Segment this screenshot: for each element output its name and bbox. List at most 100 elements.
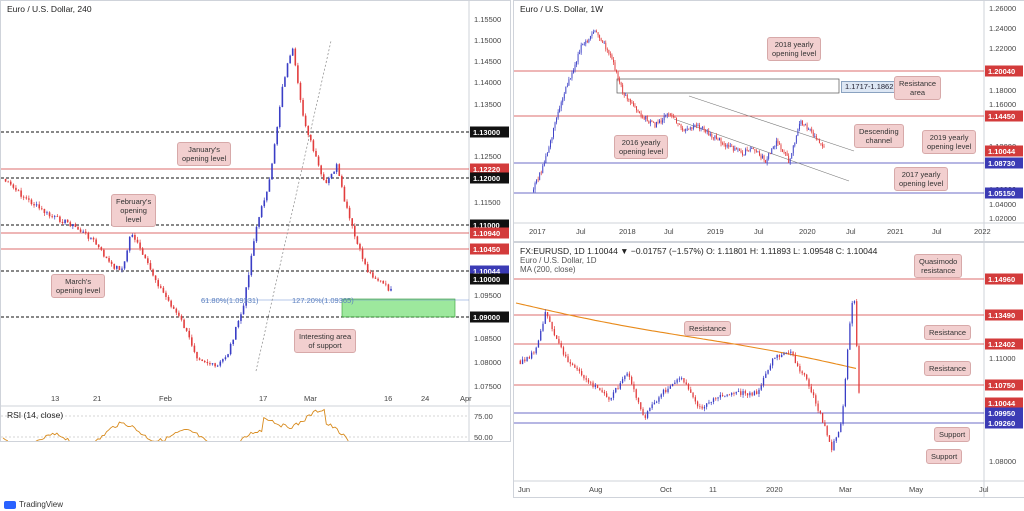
tr-candle xyxy=(800,120,802,124)
tr-candle xyxy=(715,135,717,140)
tl-candle xyxy=(245,287,247,306)
tr-candle xyxy=(720,138,722,144)
br-candle xyxy=(831,441,833,451)
price-tag-bg xyxy=(985,110,1023,122)
tl-candle xyxy=(369,272,372,273)
tl-candle xyxy=(255,226,258,242)
tl-candle xyxy=(103,249,105,257)
tr-candle xyxy=(614,62,616,71)
tr-candle xyxy=(616,70,617,73)
br-candle xyxy=(544,312,546,324)
tr-candle xyxy=(672,116,674,118)
tr-candle xyxy=(553,127,554,138)
br-candle xyxy=(633,384,635,390)
price-tag-label: 1.10000 xyxy=(473,275,500,284)
tradingview-footer[interactable]: TradingView xyxy=(4,500,63,509)
tr-candle xyxy=(645,116,647,120)
br-candle xyxy=(549,316,551,322)
tl-candle xyxy=(159,286,162,288)
price-tag-bg xyxy=(470,311,509,323)
tl-candle xyxy=(229,344,232,355)
tr-candle xyxy=(705,129,707,133)
br-candle xyxy=(603,391,606,394)
price-tag-label: 1.12402 xyxy=(988,340,1015,349)
tr-candle xyxy=(620,82,622,85)
br-candle xyxy=(626,373,628,376)
br-candle xyxy=(696,401,699,407)
tl-candle xyxy=(43,208,46,214)
tr-candle xyxy=(786,153,788,156)
tr-candle xyxy=(599,35,601,39)
tl-candle xyxy=(69,222,72,227)
tr-candle xyxy=(746,149,748,151)
tl-candle xyxy=(317,156,320,166)
br-candle xyxy=(662,389,665,395)
tl-candle xyxy=(35,204,38,206)
br-candle xyxy=(801,371,803,374)
resistance-area-box xyxy=(616,78,840,94)
tl-candle xyxy=(294,48,297,66)
tr-candle xyxy=(663,115,665,121)
tr-candle xyxy=(632,102,634,106)
br-candle xyxy=(585,378,587,380)
tr-candle xyxy=(580,44,582,53)
tr-candle xyxy=(759,151,760,156)
br-candle xyxy=(540,330,542,341)
tl-candle xyxy=(144,254,147,259)
tl-candle xyxy=(110,261,113,264)
br-candle xyxy=(587,379,590,383)
br-candle xyxy=(749,392,751,396)
y-tick-label: 1.04000 xyxy=(989,200,1016,209)
x-tick-label: 2017 xyxy=(529,227,546,236)
tl-candle xyxy=(66,219,69,223)
br-candle xyxy=(578,369,581,372)
tl-candle xyxy=(268,179,271,192)
br-candle xyxy=(849,323,851,350)
tl-candle xyxy=(121,268,123,270)
tr-candle xyxy=(769,153,771,155)
tl-candle xyxy=(209,363,211,365)
tr-candle xyxy=(820,143,822,145)
tl-candle xyxy=(178,312,180,316)
tr-candle xyxy=(551,137,553,141)
tr-candle xyxy=(762,155,763,159)
y-tick-label: 1.24000 xyxy=(989,24,1016,33)
tr-candle xyxy=(789,158,791,163)
br-candle xyxy=(810,386,812,393)
price-tag-label: 1.13000 xyxy=(473,128,500,137)
tl-candle xyxy=(338,164,341,176)
callout-february-opening: February's opening level xyxy=(111,194,157,227)
callout-descending-channel: Descending channel xyxy=(854,124,904,148)
br-candle xyxy=(778,354,781,358)
tl-candle xyxy=(51,216,53,218)
tr-candle xyxy=(642,116,644,118)
tl-candle xyxy=(157,280,159,287)
br-candle xyxy=(651,404,653,408)
callout-support-1: Support xyxy=(934,427,971,442)
tr-candle xyxy=(549,140,551,148)
br-candle xyxy=(583,375,585,379)
tr-candle xyxy=(542,165,544,173)
tl-candle xyxy=(214,363,216,367)
br-candle xyxy=(646,411,649,418)
tr-candle xyxy=(743,154,745,156)
price-tag-bg xyxy=(985,417,1023,429)
tr-candle xyxy=(792,145,794,154)
br-candle xyxy=(853,301,856,303)
br-candle xyxy=(826,426,828,436)
tr-candle xyxy=(628,99,630,100)
tr-candle xyxy=(586,40,588,42)
callout-resistance-1: Resistance xyxy=(924,325,972,340)
x-tick-label: Mar xyxy=(304,394,317,403)
tr-candle xyxy=(613,59,614,63)
tr-candle xyxy=(651,120,653,122)
x-tick-label: Jun xyxy=(518,485,530,494)
br-candle xyxy=(537,340,540,348)
tl-candle xyxy=(77,227,79,230)
br-candle xyxy=(612,392,615,398)
br-candle xyxy=(594,385,596,388)
price-tag-label: 1.14960 xyxy=(988,275,1015,284)
br-candle xyxy=(833,440,835,451)
tr-candle xyxy=(565,86,567,94)
br-candle xyxy=(708,402,710,404)
